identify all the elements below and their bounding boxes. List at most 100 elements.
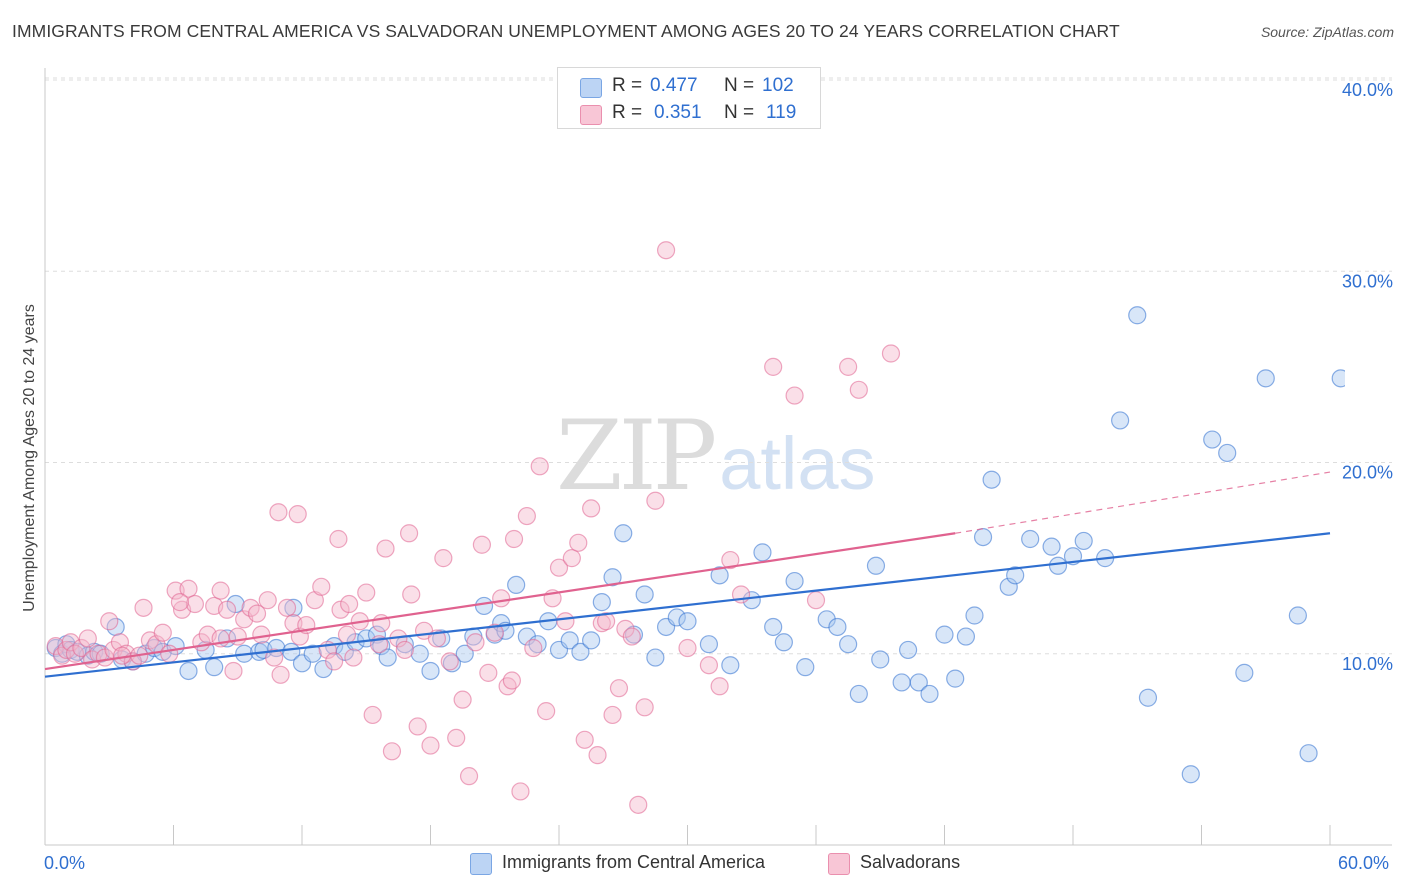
salvadorans-trend-extension <box>955 471 1331 534</box>
salvadorans-point <box>785 386 804 405</box>
salvadorans-point <box>72 638 91 658</box>
salvadorans-point <box>764 357 783 376</box>
salvadorans-point <box>504 529 524 549</box>
salvadorans-point <box>699 656 719 675</box>
salvadorans-point <box>678 638 697 658</box>
immigrants-point <box>179 661 198 681</box>
salvadorans-point <box>881 344 901 363</box>
n-label: N = <box>724 75 755 96</box>
salvadorans-point <box>447 728 466 748</box>
n-value: 119 <box>766 102 797 123</box>
immigrants-point <box>828 617 847 637</box>
pink-swatch <box>580 105 602 125</box>
immigrants-point <box>474 596 494 616</box>
blue-swatch <box>580 78 602 98</box>
immigrants-point <box>1128 306 1147 325</box>
salvadorans-point <box>440 652 459 671</box>
salvadorans-point <box>337 625 357 644</box>
immigrants-point <box>284 598 303 617</box>
salvadorans-point <box>459 767 479 786</box>
immigrants-point <box>721 656 740 675</box>
pink-swatch <box>828 853 850 875</box>
salvadorans-point <box>329 529 348 549</box>
salvadorans-point <box>421 736 440 755</box>
salvadorans-point <box>402 585 421 604</box>
immigrants-point <box>410 644 429 663</box>
salvadorans-point <box>485 623 504 642</box>
immigrants-point <box>753 543 772 562</box>
salvadorans-point <box>537 702 556 721</box>
immigrants-point <box>1138 688 1158 707</box>
immigrants-point <box>956 627 976 646</box>
salvadorans-point <box>170 593 190 612</box>
immigrants-point <box>378 648 397 667</box>
salvadorans-point <box>395 640 414 660</box>
immigrants-point <box>1181 765 1200 784</box>
blue-swatch <box>470 853 492 875</box>
salvadorans-point <box>710 677 729 696</box>
immigrants-point <box>421 661 440 681</box>
salvadorans-point <box>399 524 419 543</box>
salvadorans-point <box>269 503 288 522</box>
salvadorans-point <box>134 598 153 617</box>
correlation-legend: R = 0.477 N = 102 R = 0.351 N = 119 <box>557 67 821 129</box>
immigrants-point <box>560 631 579 650</box>
salvadorans-point <box>588 746 607 765</box>
x-axis-min-label: 0.0% <box>44 853 86 873</box>
n-value: 102 <box>762 75 794 96</box>
salvadorans-point <box>258 591 277 610</box>
immigrants-point <box>1235 663 1254 682</box>
immigrants-point <box>635 585 654 604</box>
immigrants-point <box>205 658 224 677</box>
salvadorans-point <box>629 795 648 814</box>
salvadorans-point <box>656 241 676 260</box>
salvadorans-point <box>635 698 654 717</box>
immigrants-point <box>1006 566 1025 585</box>
salvadorans-point <box>434 549 453 568</box>
salvadorans-trend-line <box>44 532 956 671</box>
salvadorans-point <box>472 535 491 554</box>
immigrants-point <box>849 684 868 704</box>
immigrants-point <box>592 593 611 612</box>
immigrants-point <box>1218 443 1237 463</box>
salvadorans-point <box>524 638 543 658</box>
series-legend: Immigrants from Central America Salvador… <box>0 852 1406 876</box>
immigrants-point <box>1288 606 1307 625</box>
immigrants-point <box>646 648 665 667</box>
watermark-atlas: atlas <box>719 422 876 505</box>
immigrants-point <box>1074 531 1093 551</box>
immigrants-point <box>571 642 590 661</box>
salvadorans-point <box>179 579 198 598</box>
salvadorans-point <box>582 499 601 518</box>
salvadorans-point <box>466 633 485 652</box>
y-tick-label: 20.0% <box>1342 463 1393 483</box>
salvadorans-point <box>408 717 427 736</box>
salvadorans-point <box>363 705 382 725</box>
watermark-zip: ZIP <box>556 400 717 512</box>
immigrants-point <box>1203 430 1222 449</box>
salvadorans-point <box>224 661 243 681</box>
immigrants-point <box>920 684 939 704</box>
immigrants-point <box>839 635 858 654</box>
x-axis-max-label: 60.0% <box>1338 853 1390 873</box>
salvadorans-point <box>61 633 80 652</box>
salvadorans-point <box>252 625 271 644</box>
salvadorans-point <box>839 357 858 376</box>
chart-title: IMMIGRANTS FROM CENTRAL AMERICA VS SALVA… <box>12 21 1120 41</box>
salvadorans-point <box>271 665 290 684</box>
salvadorans-point <box>277 598 297 617</box>
salvadorans-point <box>382 742 402 761</box>
immigrants-point <box>892 673 911 692</box>
immigrants-point <box>898 640 918 660</box>
salvadorans-point <box>806 591 826 610</box>
salvadorans-point <box>556 612 575 631</box>
salvadorans-point <box>228 627 247 646</box>
salvadorans-point <box>153 623 172 642</box>
salvadorans-point <box>575 730 594 749</box>
immigrants-point <box>667 608 686 627</box>
salvadorans-point <box>185 594 205 614</box>
salvadorans-point <box>78 629 97 648</box>
salvadorans-point <box>569 533 588 552</box>
salvadorans-point <box>622 627 641 646</box>
